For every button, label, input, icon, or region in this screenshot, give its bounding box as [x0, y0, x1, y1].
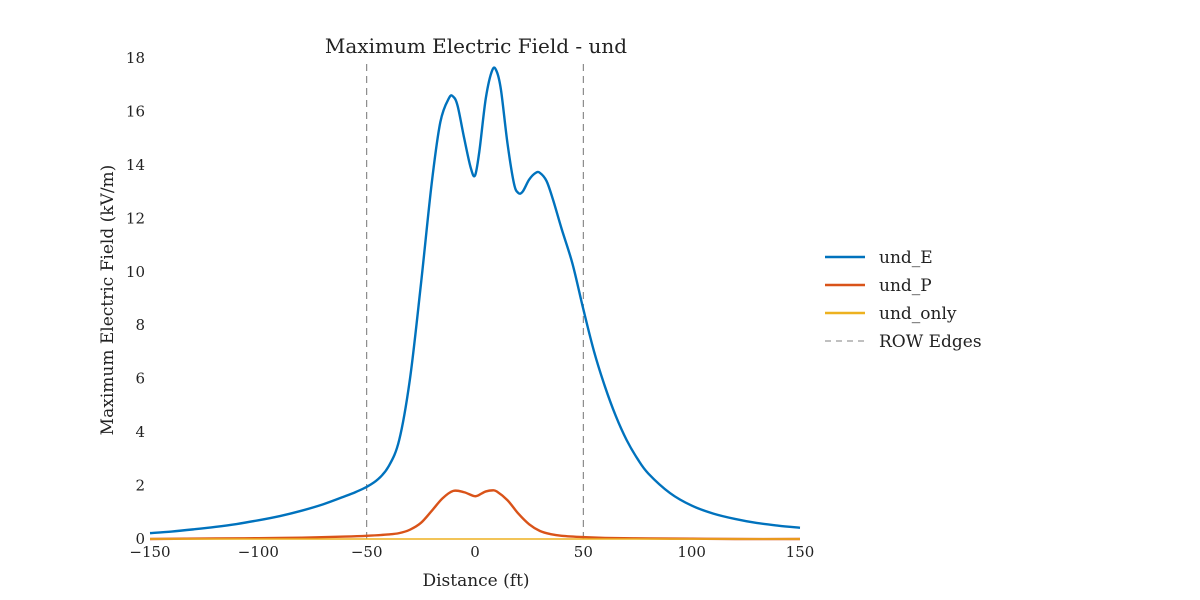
y-tick-label: 4 — [135, 423, 145, 441]
y-tick-label: 6 — [135, 370, 145, 388]
x-tick-label: 100 — [677, 543, 706, 561]
chart-title: Maximum Electric Field - und — [325, 34, 627, 58]
x-tick-label: 150 — [786, 543, 815, 561]
series-line-und-E — [149, 66, 801, 535]
x-tick-label: −100 — [238, 543, 279, 561]
y-axis-ticks: 0 2 4 6 8 10 12 14 16 18 — [126, 49, 145, 548]
legend-label: ROW Edges — [879, 332, 982, 352]
x-tick-label: −50 — [351, 543, 383, 561]
x-axis-ticks: −150 −100 −50 0 50 100 150 — [129, 543, 814, 561]
y-axis-label: Maximum Electric Field (kV/m) — [98, 165, 118, 436]
y-tick-label: 18 — [126, 49, 145, 67]
x-tick-label: 50 — [574, 543, 593, 561]
y-tick-label: 8 — [135, 316, 145, 334]
y-tick-label: 0 — [135, 530, 145, 548]
y-tick-label: 12 — [126, 209, 145, 227]
legend: und_E und_P und_only ROW Edges — [825, 248, 982, 352]
series-line-und-P — [149, 489, 801, 541]
x-tick-label: 0 — [470, 543, 480, 561]
plot-area — [149, 64, 801, 541]
x-axis-label: Distance (ft) — [422, 571, 529, 591]
x-tick-label: −150 — [129, 543, 170, 561]
legend-label: und_E — [879, 248, 933, 268]
legend-label: und_only — [879, 304, 957, 324]
y-tick-label: 16 — [126, 102, 145, 120]
y-tick-label: 2 — [135, 477, 145, 495]
legend-label: und_P — [879, 276, 932, 296]
y-tick-label: 10 — [126, 263, 145, 281]
y-tick-label: 14 — [126, 156, 145, 174]
